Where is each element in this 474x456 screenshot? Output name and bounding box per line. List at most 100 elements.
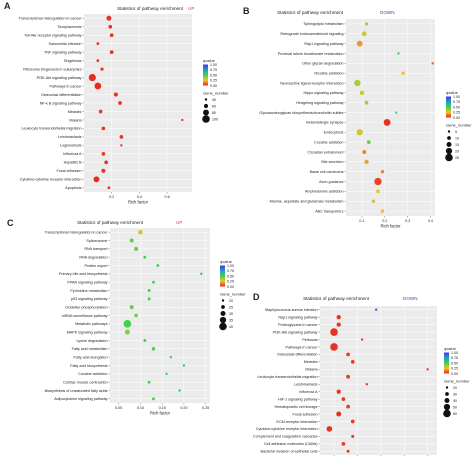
data-point xyxy=(143,339,147,342)
category-label: Osteoclast differentiation xyxy=(41,93,82,97)
category-label: Shigellosis xyxy=(64,59,82,63)
data-point xyxy=(354,79,361,87)
category-label: Influenza A xyxy=(299,390,318,394)
data-point xyxy=(336,411,342,417)
category-label: Cocaine addiction xyxy=(78,372,107,376)
category-label: TNF signaling pathway xyxy=(44,50,82,54)
qvalue-tick-label: 0.25 xyxy=(453,111,460,115)
data-point xyxy=(431,62,434,65)
data-point xyxy=(123,320,132,328)
qvalue-tick-label: 0.00 xyxy=(210,84,217,88)
qvalue-tick-label: 0.50 xyxy=(227,274,234,278)
data-point xyxy=(350,419,355,424)
category-label: Basal cell carcinoma xyxy=(310,170,345,174)
size-legend-dot xyxy=(443,409,451,418)
category-label: Alanine, aspartate and glutamate metabol… xyxy=(270,200,344,204)
data-point xyxy=(147,380,151,384)
size-legend-dot xyxy=(221,305,225,309)
category-label: Staphylococcus aureus infection xyxy=(265,308,318,312)
size-legend-label: 40 xyxy=(212,98,216,102)
panel-label: B xyxy=(243,6,250,16)
category-label: Malaria xyxy=(305,368,318,372)
category-label: Leishmaniasis xyxy=(294,383,318,387)
category-label: NF-κ B signaling pathway xyxy=(40,101,82,105)
qvalue-colorbar xyxy=(444,352,449,374)
category-label: Toll-like receptor signaling pathway xyxy=(24,33,81,37)
category-label: Pathways in cancer xyxy=(50,84,83,88)
data-point xyxy=(426,368,429,371)
size-legend-label: 60 xyxy=(212,104,216,108)
data-point xyxy=(341,441,346,446)
data-point xyxy=(181,118,184,122)
data-point xyxy=(336,322,341,327)
data-point xyxy=(346,374,350,379)
qvalue-tick-label: 0.25 xyxy=(451,367,458,371)
qvalue-colorbar xyxy=(220,265,225,287)
size-legend-label: 20 xyxy=(453,386,457,390)
data-point xyxy=(200,272,203,276)
category-label: Pertussis xyxy=(302,338,317,342)
x-tick-label: 0.4 xyxy=(428,219,433,223)
qvalue-legend-title: qvalue xyxy=(446,90,459,95)
category-label: Leishmaniasis xyxy=(58,135,82,139)
qvalue-legend-title: qvalue xyxy=(203,58,216,63)
data-point xyxy=(147,297,151,301)
data-point xyxy=(109,33,114,38)
data-point xyxy=(151,347,156,351)
data-point xyxy=(129,305,134,310)
category-label: PI3K-Akt signaling pathway xyxy=(273,330,318,334)
data-point xyxy=(374,177,382,186)
qvalue-tick-label: 0.00 xyxy=(227,285,234,289)
data-point xyxy=(359,90,365,96)
category-label: Sphingolipid metabolism xyxy=(304,22,344,26)
category-label: Legionellosis xyxy=(60,144,81,148)
category-label: Salmonella infection xyxy=(48,42,81,46)
category-label: Circadian entrainment xyxy=(307,150,343,154)
data-point xyxy=(165,372,168,376)
category-label: p53 signaling pathway xyxy=(71,297,108,301)
category-label: Focal adhesion xyxy=(292,412,317,416)
category-label: Other glycan degradation xyxy=(302,62,343,66)
qvalue-tick-label: 0.00 xyxy=(451,372,458,376)
size-legend-dot xyxy=(443,403,451,411)
category-label: Rap1 signaling pathway xyxy=(278,315,317,319)
size-legend-label: 20 xyxy=(229,299,233,303)
size-legend-label: 60 xyxy=(453,412,457,416)
category-label: Cocaine addiction xyxy=(314,140,343,144)
size-legend-dot xyxy=(445,392,449,396)
chart-title: Statistics of pathway enrichment xyxy=(277,10,344,15)
size-legend-label: 25 xyxy=(455,156,459,160)
category-label: Osteoclast differentiation xyxy=(277,353,318,357)
category-label: Adipocytokine signaling pathway xyxy=(54,397,107,401)
x-tick-label: 0.2 xyxy=(109,195,114,199)
data-point xyxy=(113,92,118,97)
x-tick-label: 0.2 xyxy=(382,219,387,223)
category-label: Hematopoietic cell lineage xyxy=(274,405,317,409)
category-label: Hippo signaling pathway xyxy=(304,91,344,95)
data-point xyxy=(138,229,143,235)
data-point xyxy=(101,152,106,156)
qvalue-tick-label: 0.75 xyxy=(453,100,460,104)
qvalue-tick-label: 0.75 xyxy=(227,269,234,273)
category-label: ECM-receptor interaction xyxy=(277,420,318,424)
data-point xyxy=(360,338,364,341)
category-label: Apoptosis xyxy=(65,186,81,190)
panel-label: A xyxy=(4,1,11,11)
data-point xyxy=(104,160,109,165)
data-point xyxy=(364,159,369,164)
x-tick-label: 0.10 xyxy=(137,406,144,410)
data-point xyxy=(356,40,363,47)
x-tick-label: 0.4 xyxy=(137,195,142,199)
size-legend-label: 15 xyxy=(455,143,459,147)
plot-area xyxy=(346,19,435,216)
gene-number-legend-title: Gene_number xyxy=(203,91,229,96)
data-point xyxy=(152,397,155,401)
gene-number-legend: Gene_number 20 30 40 50 60 xyxy=(443,379,470,418)
x-axis-label: Rich factor xyxy=(128,200,149,205)
chart-title: Statistics of pathway enrichment xyxy=(77,220,144,225)
x-tick-label: 0.15 xyxy=(159,406,166,410)
category-label: Biosynthesis of unsaturated fatty acids xyxy=(45,389,108,393)
panel-label: D xyxy=(253,292,260,302)
